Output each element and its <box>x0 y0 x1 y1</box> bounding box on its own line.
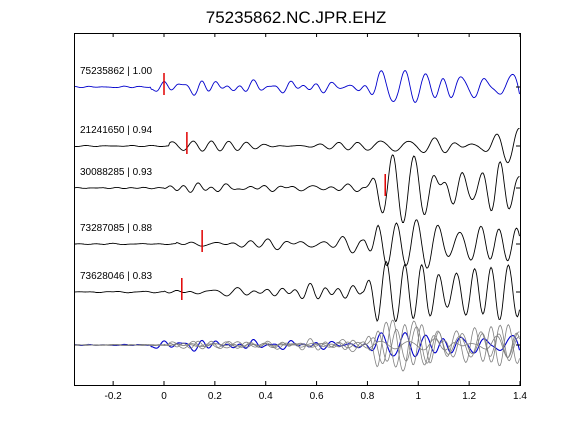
trace-line-2 <box>74 154 520 223</box>
chart-title: 75235862.NC.JPR.EHZ <box>206 8 386 27</box>
x-tick-label-0: -0.2 <box>105 391 123 402</box>
plot-frame <box>74 33 521 386</box>
trace-1: 21241650 | 0.94 <box>74 125 520 164</box>
trace-4: 73628046 | 0.83 <box>75 260 520 323</box>
x-tick-label-4: 0.6 <box>310 391 324 402</box>
trace-label-1: 21241650 | 0.94 <box>80 125 153 136</box>
trace-label-2: 30088285 | 0.93 <box>80 167 153 178</box>
x-axis: -0.2 0 0.2 0.4 0.6 0.8 1 1.2 1.4 <box>105 33 527 402</box>
stack-trace-4 <box>74 321 520 368</box>
x-tick-label-6: 1 <box>416 391 422 402</box>
traces-group: 75235862 | 1.00 21241650 | 0.94 30088285 |… <box>74 66 520 323</box>
trace-2: 30088285 | 0.93 <box>74 154 520 223</box>
trace-line-4 <box>75 260 520 323</box>
trace-line-1 <box>74 128 520 164</box>
stacked-overlay <box>74 319 521 372</box>
x-tick-label-7: 1.2 <box>462 391 476 402</box>
x-tick-label-8: 1.4 <box>513 391 527 402</box>
x-tick-label-1: 0 <box>161 391 167 402</box>
trace-0: 75235862 | 1.00 <box>75 66 520 103</box>
x-tick-label-5: 0.8 <box>360 391 374 402</box>
trace-label-3: 73287085 | 0.88 <box>80 223 153 234</box>
x-tick-label-3: 0.4 <box>259 391 273 402</box>
trace-label-0: 75235862 | 1.00 <box>80 66 153 77</box>
trace-label-4: 73628046 | 0.83 <box>80 271 153 282</box>
trace-3: 73287085 | 0.88 <box>75 219 520 269</box>
x-tick-label-2: 0.2 <box>208 391 222 402</box>
trace-line-0 <box>75 70 520 103</box>
trace-line-3 <box>75 219 520 269</box>
